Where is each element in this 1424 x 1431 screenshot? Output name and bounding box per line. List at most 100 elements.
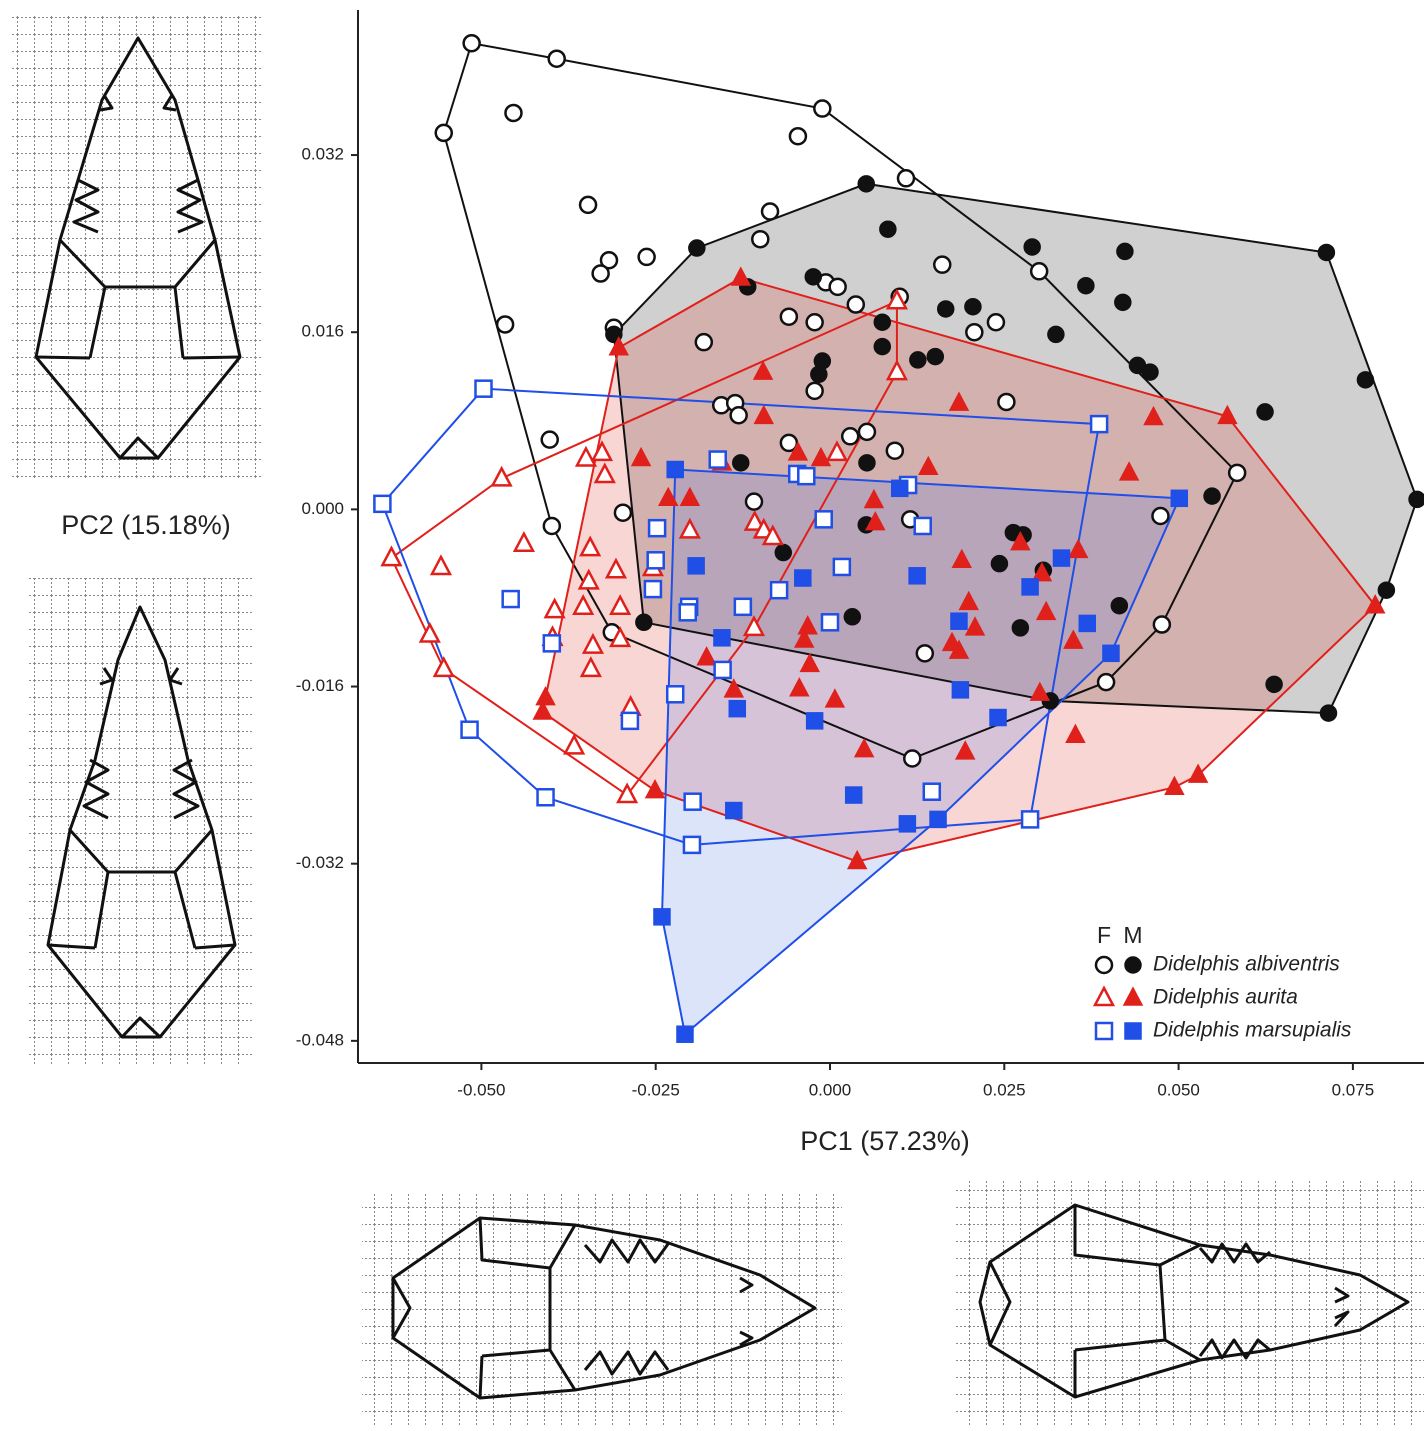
x-tick-label: 0.050 [1157, 1080, 1200, 1099]
point [542, 432, 558, 448]
point [667, 462, 683, 478]
point [436, 125, 452, 141]
point [680, 604, 696, 620]
point [1048, 326, 1064, 342]
point [577, 448, 595, 465]
point [887, 443, 903, 459]
point [515, 534, 533, 551]
point [685, 794, 701, 810]
point [464, 35, 480, 51]
point [1142, 364, 1158, 380]
x-tick-label: 0.000 [809, 1080, 852, 1099]
point [645, 581, 661, 597]
point [930, 811, 946, 827]
y-tick-label: -0.048 [296, 1030, 344, 1049]
point [667, 686, 683, 702]
point [874, 314, 890, 330]
point [934, 257, 950, 273]
point [493, 468, 511, 485]
point [924, 784, 940, 800]
point [874, 339, 890, 355]
point [858, 176, 874, 192]
point [714, 630, 730, 646]
point [729, 701, 745, 717]
point [1115, 294, 1131, 310]
x-tick-label: -0.025 [632, 1080, 680, 1099]
point [544, 635, 560, 651]
point [834, 559, 850, 575]
figure: PC1 (57.23%) PC2 (15.18%) -0.048-0.032-0… [0, 0, 1424, 1426]
point [859, 424, 875, 440]
point [735, 599, 751, 615]
point [435, 659, 453, 676]
point [497, 316, 513, 332]
x-tick-label: 0.075 [1332, 1080, 1375, 1099]
point [1022, 811, 1038, 827]
legend-header: M [1123, 922, 1142, 948]
point [1266, 676, 1282, 692]
x-tick-label: 0.025 [983, 1080, 1026, 1099]
point [822, 614, 838, 630]
point [1378, 582, 1394, 598]
point [1024, 239, 1040, 255]
point [639, 249, 655, 265]
thumbnail-pc2-negative [28, 578, 252, 1065]
point [965, 299, 981, 315]
point [688, 558, 704, 574]
legend-marker [1124, 988, 1142, 1005]
point [593, 266, 609, 282]
point [1012, 620, 1028, 636]
point [382, 548, 400, 565]
point [795, 570, 811, 586]
point [909, 568, 925, 584]
y-tick-label: 0.000 [301, 499, 344, 518]
thumbnail-pc1-negative [362, 1192, 842, 1426]
legend-marker [1125, 1023, 1141, 1039]
legend-marker [1096, 957, 1112, 973]
legend-label: Didelphis aurita [1153, 986, 1298, 1009]
point [991, 556, 1007, 572]
point [374, 496, 390, 512]
point [615, 505, 631, 521]
point [775, 545, 791, 561]
point [538, 789, 554, 805]
point [726, 803, 742, 819]
thumbnail-pc2-positive [10, 15, 262, 480]
point [816, 511, 832, 527]
point [1152, 508, 1168, 524]
point [622, 713, 638, 729]
point [1022, 579, 1038, 595]
legend-header: F [1097, 922, 1111, 948]
point [807, 713, 823, 729]
point [842, 428, 858, 444]
point [1031, 263, 1047, 279]
point [1204, 488, 1220, 504]
legend-marker [1095, 988, 1113, 1005]
point [580, 197, 596, 213]
point [462, 722, 478, 738]
point [859, 455, 875, 471]
point [938, 301, 954, 317]
point [1103, 645, 1119, 661]
point [892, 480, 908, 496]
point [1091, 416, 1107, 432]
legend-label: Didelphis marsupialis [1153, 1019, 1352, 1042]
point [503, 591, 519, 607]
point [715, 662, 731, 678]
point [1171, 490, 1187, 506]
point [654, 909, 670, 925]
point [684, 837, 700, 853]
point [1320, 705, 1336, 721]
y-tick-label: -0.032 [296, 853, 344, 872]
legend-marker [1125, 957, 1141, 973]
point [880, 221, 896, 237]
point [805, 269, 821, 285]
point [998, 394, 1014, 410]
point [731, 407, 747, 423]
point [1318, 244, 1334, 260]
point [1098, 674, 1114, 690]
point [988, 314, 1004, 330]
point [1079, 615, 1095, 631]
point [544, 518, 560, 534]
y-tick-label: 0.016 [301, 322, 344, 341]
